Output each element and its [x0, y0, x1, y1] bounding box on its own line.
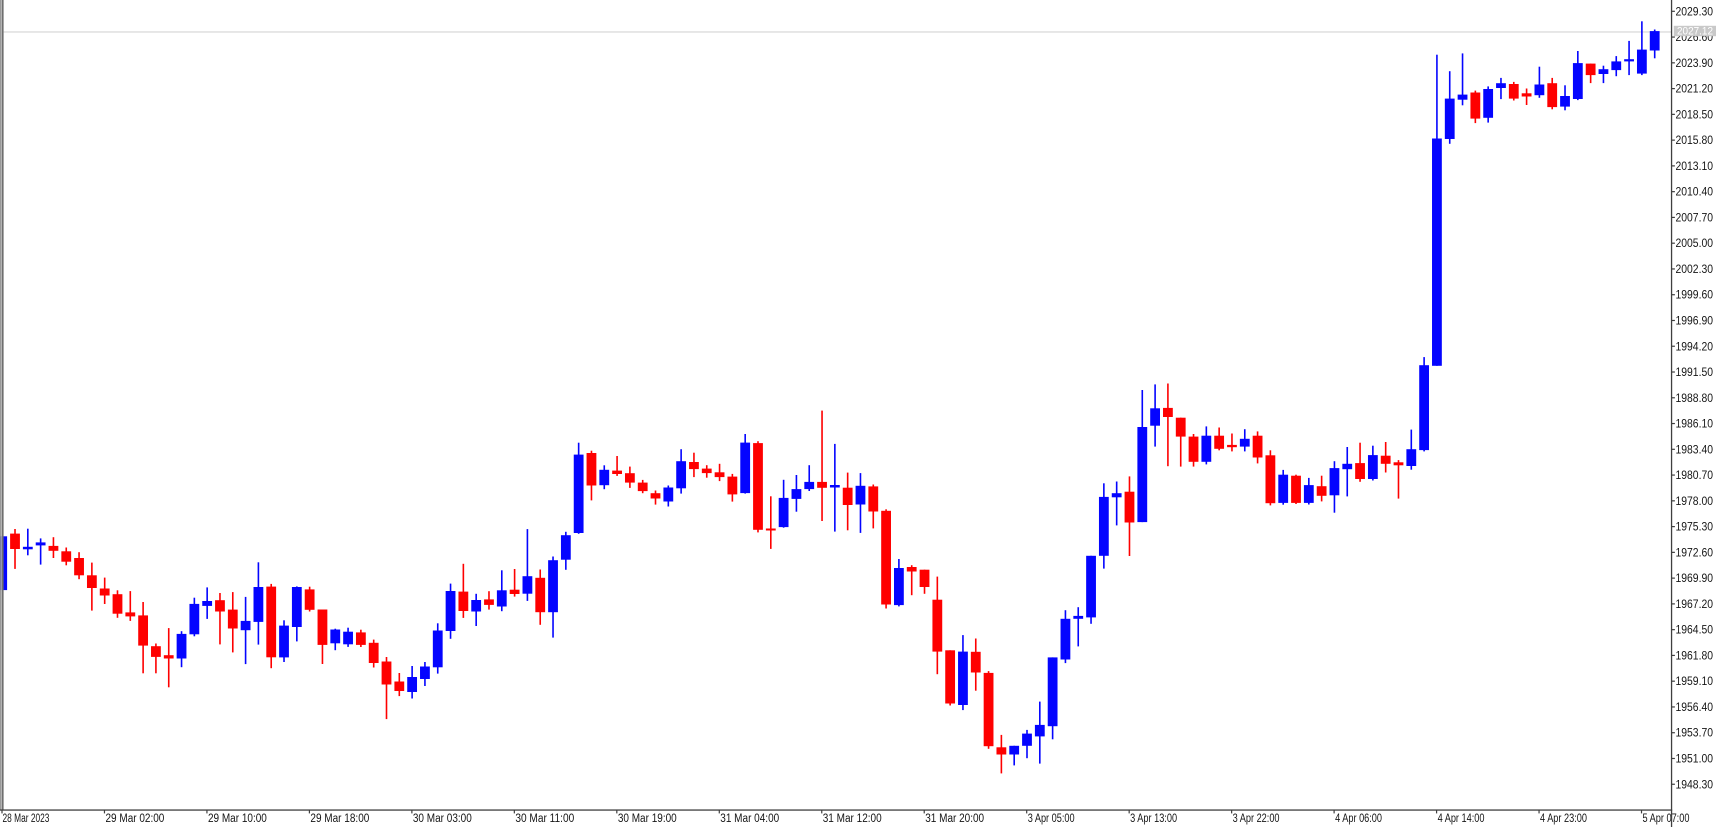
- svg-text:4 Apr 06:00: 4 Apr 06:00: [1335, 813, 1382, 825]
- svg-text:1986.10: 1986.10: [1676, 419, 1714, 431]
- svg-text:1972.60: 1972.60: [1676, 547, 1714, 559]
- svg-text:28 Mar 2023: 28 Mar 2023: [3, 813, 50, 825]
- svg-text:1967.20: 1967.20: [1676, 599, 1714, 611]
- svg-text:30 Mar 03:00: 30 Mar 03:00: [413, 813, 472, 825]
- svg-text:31 Mar 04:00: 31 Mar 04:00: [720, 813, 779, 825]
- svg-text:1959.10: 1959.10: [1676, 676, 1714, 688]
- svg-text:2005.00: 2005.00: [1676, 238, 1714, 250]
- svg-text:1964.50: 1964.50: [1676, 625, 1714, 637]
- svg-text:2007.70: 2007.70: [1676, 212, 1714, 224]
- svg-text:1980.70: 1980.70: [1676, 470, 1714, 482]
- svg-text:1999.60: 1999.60: [1676, 290, 1714, 302]
- svg-text:3 Apr 13:00: 3 Apr 13:00: [1130, 813, 1177, 825]
- svg-text:2023.90: 2023.90: [1676, 58, 1714, 70]
- svg-text:1994.20: 1994.20: [1676, 341, 1714, 353]
- svg-text:30 Mar 11:00: 30 Mar 11:00: [515, 813, 574, 825]
- svg-text:1956.40: 1956.40: [1676, 702, 1714, 714]
- svg-text:1969.90: 1969.90: [1676, 573, 1714, 585]
- svg-text:2018.50: 2018.50: [1676, 109, 1714, 121]
- svg-text:1978.00: 1978.00: [1676, 496, 1714, 508]
- svg-text:30 Mar 19:00: 30 Mar 19:00: [618, 813, 677, 825]
- svg-text:1948.30: 1948.30: [1676, 779, 1714, 791]
- svg-text:2021.20: 2021.20: [1676, 84, 1714, 96]
- svg-text:29 Mar 02:00: 29 Mar 02:00: [105, 813, 164, 825]
- svg-text:1951.00: 1951.00: [1676, 753, 1714, 765]
- svg-text:31 Mar 20:00: 31 Mar 20:00: [925, 813, 984, 825]
- svg-text:4 Apr 14:00: 4 Apr 14:00: [1438, 813, 1485, 825]
- svg-text:1983.40: 1983.40: [1676, 444, 1714, 456]
- svg-text:1996.90: 1996.90: [1676, 315, 1714, 327]
- svg-text:29 Mar 10:00: 29 Mar 10:00: [208, 813, 267, 825]
- svg-text:3 Apr 22:00: 3 Apr 22:00: [1233, 813, 1280, 825]
- svg-text:2015.80: 2015.80: [1676, 135, 1714, 147]
- svg-text:4 Apr 23:00: 4 Apr 23:00: [1540, 813, 1587, 825]
- svg-text:2013.10: 2013.10: [1676, 161, 1714, 173]
- svg-text:2002.30: 2002.30: [1676, 264, 1714, 276]
- svg-text:1961.80: 1961.80: [1676, 650, 1714, 662]
- svg-text:1975.30: 1975.30: [1676, 522, 1714, 534]
- svg-text:1991.50: 1991.50: [1676, 367, 1714, 379]
- svg-text:2010.40: 2010.40: [1676, 187, 1714, 199]
- svg-text:1953.70: 1953.70: [1676, 728, 1714, 740]
- svg-text:5 Apr 07:00: 5 Apr 07:00: [1643, 813, 1690, 825]
- svg-text:1988.80: 1988.80: [1676, 393, 1714, 405]
- svg-text:3 Apr 05:00: 3 Apr 05:00: [1028, 813, 1075, 825]
- svg-text:29 Mar 18:00: 29 Mar 18:00: [310, 813, 369, 825]
- svg-text:31 Mar 12:00: 31 Mar 12:00: [823, 813, 882, 825]
- svg-text:2027.12: 2027.12: [1677, 26, 1713, 38]
- svg-text:2029.30: 2029.30: [1676, 6, 1714, 18]
